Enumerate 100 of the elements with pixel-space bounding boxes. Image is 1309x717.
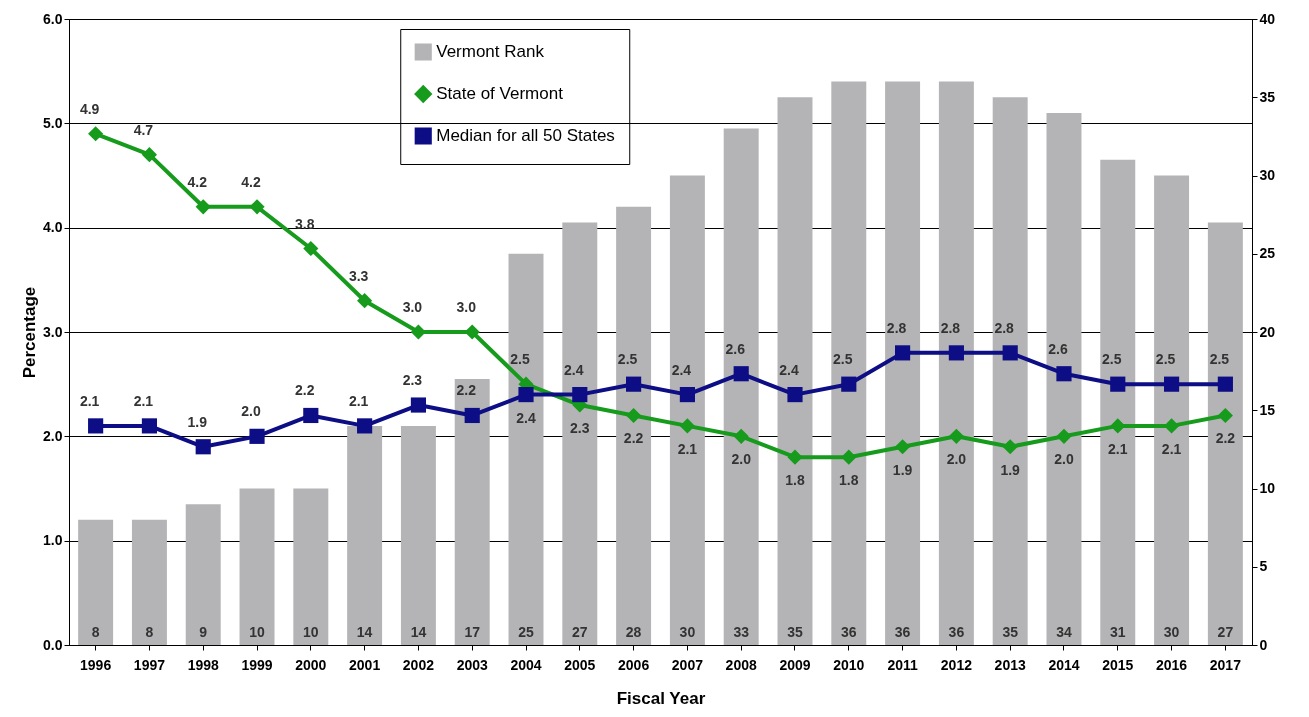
data-label: 27 <box>1217 624 1234 640</box>
x-tick-label: 1999 <box>241 656 273 673</box>
data-label: 33 <box>733 624 750 640</box>
y-tick-label: 3.0 <box>43 323 63 340</box>
data-label: 2.3 <box>402 372 423 389</box>
data-label: 2.2 <box>623 430 644 447</box>
point <box>88 418 104 434</box>
x-tick-label: 2000 <box>295 656 327 673</box>
bar <box>831 81 867 645</box>
bar <box>562 222 598 645</box>
point <box>141 147 158 163</box>
data-label: 2.1 <box>677 440 698 457</box>
bar <box>239 488 275 645</box>
data-label: 36 <box>894 624 911 640</box>
x-tick-label: 1996 <box>80 656 112 673</box>
y2-tick-label: 5 <box>1259 558 1268 575</box>
point <box>787 387 803 403</box>
data-label: 27 <box>572 624 588 640</box>
bar <box>185 504 221 645</box>
y-tick-label: 2.0 <box>43 427 63 444</box>
legend-label: Vermont Rank <box>436 42 545 61</box>
point <box>948 345 964 361</box>
data-label: 1.9 <box>187 413 208 430</box>
data-label: 2.5 <box>617 351 638 368</box>
point <box>1217 376 1233 392</box>
bar <box>723 128 759 645</box>
data-label: 2.1 <box>1161 440 1182 457</box>
x-tick-label: 2003 <box>456 656 488 673</box>
data-label: 2.3 <box>570 420 590 437</box>
y-axis-title: Percentage <box>20 286 40 379</box>
point <box>1110 418 1126 434</box>
y2-tick-label: 40 <box>1259 10 1276 27</box>
data-label: 2.1 <box>1108 440 1128 457</box>
x-tick-label: 1998 <box>187 656 219 673</box>
y2-tick-label: 30 <box>1259 167 1276 183</box>
data-label: 2.0 <box>241 403 261 420</box>
data-label: 34 <box>1056 624 1072 640</box>
x-tick-label: 2006 <box>618 656 650 673</box>
data-label: 14 <box>356 624 373 640</box>
x-tick-label: 2012 <box>940 656 973 673</box>
point <box>357 293 373 309</box>
data-label: 3.8 <box>295 215 315 232</box>
bar <box>293 488 329 645</box>
data-label: 36 <box>841 624 857 640</box>
point <box>249 199 265 215</box>
data-label: 2.6 <box>1048 340 1068 357</box>
point <box>195 439 211 455</box>
point <box>895 439 911 455</box>
point <box>572 387 588 403</box>
point <box>303 407 319 424</box>
data-label: 3.0 <box>456 299 477 315</box>
point <box>1163 376 1180 392</box>
point <box>1056 366 1072 382</box>
bar <box>885 81 921 645</box>
point <box>1217 407 1233 424</box>
data-label: 2.1 <box>348 392 369 409</box>
bar <box>1046 112 1082 645</box>
point <box>88 126 104 142</box>
data-label: 2.1 <box>79 392 100 409</box>
data-label: 2.4 <box>779 361 799 378</box>
data-label: 2.5 <box>1102 351 1122 368</box>
data-label: 3.0 <box>402 299 423 315</box>
x-tick-label: 1997 <box>133 656 166 673</box>
data-label: 2.5 <box>833 351 853 368</box>
y-tick-label: 1.0 <box>43 532 63 549</box>
data-label: 10 <box>249 624 266 640</box>
data-label: 4.2 <box>187 173 208 190</box>
data-label: 10 <box>303 624 319 640</box>
bar <box>938 81 974 645</box>
bar <box>347 425 383 645</box>
y2-tick-label: 20 <box>1259 323 1276 340</box>
point <box>1002 345 1018 361</box>
y-tick-label: 4.0 <box>43 219 63 236</box>
data-label: 2.8 <box>886 319 907 336</box>
x-tick-label: 2002 <box>402 656 435 673</box>
bar <box>454 378 490 645</box>
y-tick-label: 0.0 <box>43 636 63 653</box>
data-label: 8 <box>91 624 100 640</box>
x-tick-label: 2014 <box>1048 656 1080 673</box>
point <box>1056 428 1072 444</box>
y2-tick-label: 25 <box>1259 245 1276 262</box>
data-label: 1.9 <box>1000 461 1021 478</box>
data-label: 2.5 <box>1209 351 1230 368</box>
bar <box>400 425 436 645</box>
data-label: 2.5 <box>1155 351 1176 368</box>
point <box>733 428 749 444</box>
data-label: 30 <box>679 624 696 640</box>
data-label: 36 <box>948 624 965 640</box>
point <box>195 199 211 215</box>
point <box>626 376 642 392</box>
data-label: 8 <box>145 624 154 640</box>
data-label: 2.4 <box>564 361 584 378</box>
data-label: 2.4 <box>671 361 692 378</box>
data-label: 2.2 <box>1215 430 1236 447</box>
bar <box>508 253 544 645</box>
x-tick-label: 2013 <box>994 656 1026 673</box>
point <box>948 428 964 444</box>
bar <box>1154 175 1190 645</box>
bar <box>669 175 705 645</box>
bar <box>777 97 813 645</box>
